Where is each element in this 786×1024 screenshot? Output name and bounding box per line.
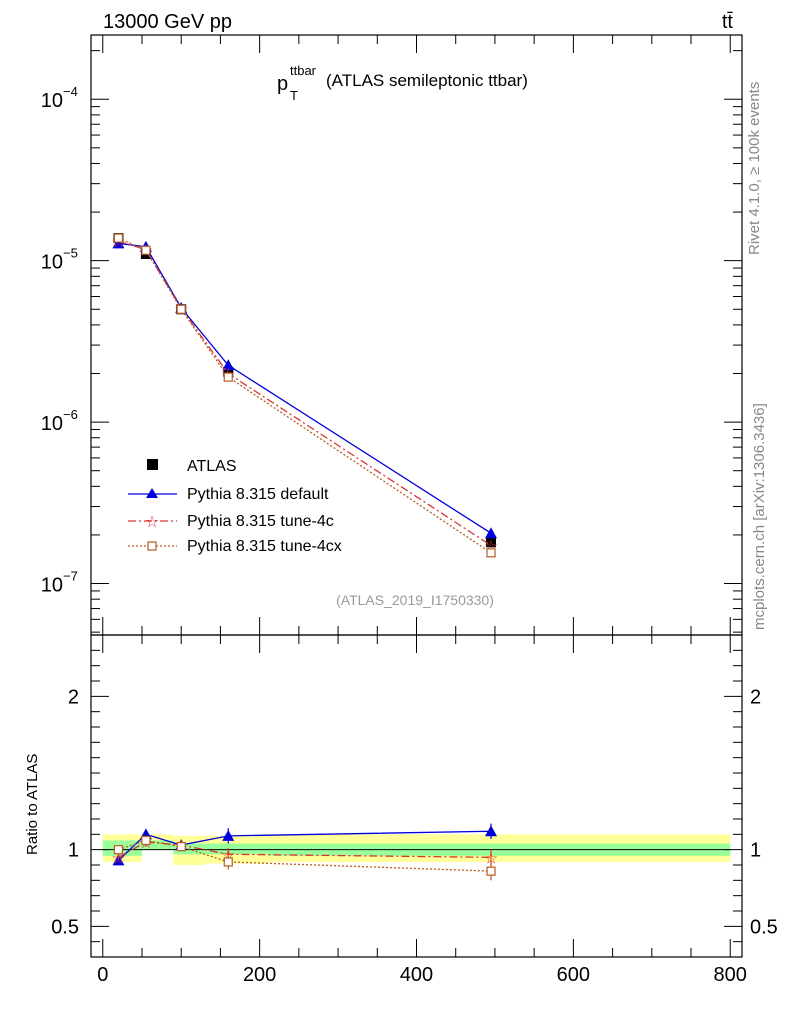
series-point [112,237,125,249]
title-suffix: (ATLAS semileptonic ttbar) [326,71,528,90]
mcplots-label: mcplots.cern.ch [arXiv:1306.3436] [751,403,768,630]
analysis-watermark: (ATLAS_2019_I1750330) [336,592,494,608]
legend-label-default: Pythia 8.315 default [187,486,329,503]
series-point [223,366,234,377]
y-tick-label-base: 10 [41,90,63,112]
series-point [222,359,235,371]
ratio-y-tick-label-left: 2 [68,686,79,708]
y-tick-label-base: 10 [41,252,63,274]
series-point [113,233,124,243]
y-tick-label-exponent: −7 [63,569,78,584]
ratio-ylabel: Ratio to ATLAS [24,754,41,855]
y-tick-label-exponent: −5 [63,246,78,261]
series-point [485,527,498,539]
series-point [176,304,186,314]
ratio-y-tick-label-right: 2 [750,686,761,708]
x-tick-label: 800 [714,964,747,986]
legend-label-tune4cx: Pythia 8.315 tune-4cx [187,538,342,555]
ratio-point [113,845,124,855]
y-tick-label-exponent: −6 [63,407,78,422]
series-line [118,237,492,554]
series-point [141,245,151,255]
x-tick-label: 600 [557,964,590,986]
ratio-y-tick-label-right: 1 [750,840,761,862]
process-label: tt̄ [722,11,734,33]
x-tick-label: 200 [243,964,276,986]
ratio-point [176,841,186,852]
ratio-point [486,866,496,876]
title-superscript: ttbar [290,63,317,78]
legend-marker-atlas [147,459,158,470]
series-point [486,537,497,548]
rivet-version-label: Rivet 4.1.0, ≥ 100k events [746,82,763,255]
legend-marker-default [146,488,158,498]
legend-marker-tune4cx [147,541,157,551]
main-series: ☆☆☆☆☆ [111,233,498,558]
ratio-point [223,857,233,867]
series-point [486,548,496,558]
plot-title: p [277,73,288,95]
ratio-point [485,825,498,837]
ratio-point [141,835,151,846]
main-axis-ticks: 10−710−610−510−4 [41,35,742,635]
x-tick-label: 400 [400,964,433,986]
series-point [223,372,233,382]
ratio-band-green [204,843,268,855]
legend-label-atlas: ATLAS [187,458,237,475]
y-tick-label-exponent: −4 [63,84,78,99]
legend-label-tune4c: Pythia 8.315 tune-4c [187,513,334,530]
x-tick-label: 0 [97,964,108,986]
ratio-band-green [141,840,174,850]
ratio-point: ☆ [484,850,498,867]
ratio-axis-ticks: 0.5 0.5 1 1 2 2 0 200 400 600 800 [51,635,778,986]
ratio-y-tick-label-left: 1 [68,840,79,862]
ratio-y-tick-label-right: 0.5 [750,916,778,938]
ratio-frame [90,634,743,958]
y-tick-label-base: 10 [41,413,63,435]
legend-marker-tune4c: ☆ [145,514,159,531]
ratio-point [222,829,235,841]
title-subscript: T [290,88,298,103]
ratio-series: ☆☆☆☆☆ [111,823,498,881]
y-tick-label-base: 10 [41,575,63,597]
legend: ATLAS Pythia 8.315 default ☆ Pythia 8.31… [128,458,342,555]
ratio-point: ☆ [111,850,125,867]
ratio-y-tick-label-left: 0.5 [51,916,79,938]
energy-label: 13000 GeV pp [103,11,232,33]
